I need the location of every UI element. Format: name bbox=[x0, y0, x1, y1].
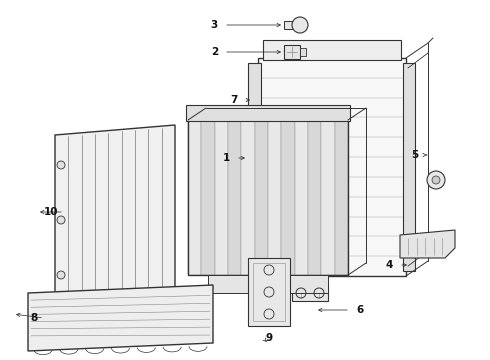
Text: 5: 5 bbox=[411, 150, 418, 160]
Bar bbox=[308, 120, 321, 275]
Bar bbox=[403, 63, 415, 271]
Bar bbox=[188, 120, 348, 275]
Bar bbox=[294, 120, 308, 275]
Bar bbox=[284, 45, 300, 59]
Bar bbox=[208, 275, 328, 293]
Bar bbox=[284, 21, 302, 29]
Text: 7: 7 bbox=[231, 95, 238, 105]
Bar bbox=[255, 120, 268, 275]
Circle shape bbox=[57, 216, 65, 224]
Polygon shape bbox=[55, 125, 175, 310]
Bar bbox=[188, 120, 201, 275]
Bar bbox=[281, 120, 294, 275]
Bar bbox=[201, 120, 215, 275]
Polygon shape bbox=[28, 285, 213, 351]
Bar bbox=[300, 48, 306, 56]
Bar bbox=[263, 40, 401, 60]
Text: 3: 3 bbox=[211, 20, 218, 30]
Bar bbox=[335, 120, 348, 275]
Text: 10: 10 bbox=[44, 207, 58, 217]
Bar bbox=[258, 58, 406, 276]
Bar bbox=[248, 258, 290, 326]
Bar bbox=[242, 120, 255, 275]
Bar bbox=[321, 120, 335, 275]
Text: 6: 6 bbox=[356, 305, 363, 315]
Circle shape bbox=[57, 271, 65, 279]
Bar bbox=[228, 120, 242, 275]
Polygon shape bbox=[400, 230, 455, 258]
Circle shape bbox=[432, 176, 440, 184]
Text: 9: 9 bbox=[266, 333, 272, 343]
Bar bbox=[186, 105, 350, 121]
Bar bbox=[248, 63, 261, 271]
Bar bbox=[215, 120, 228, 275]
Circle shape bbox=[57, 161, 65, 169]
Circle shape bbox=[292, 17, 308, 33]
Text: 2: 2 bbox=[211, 47, 218, 57]
Text: 1: 1 bbox=[223, 153, 230, 163]
Bar bbox=[253, 263, 285, 321]
Text: 8: 8 bbox=[31, 313, 38, 323]
Circle shape bbox=[427, 171, 445, 189]
Bar bbox=[268, 120, 281, 275]
Text: 4: 4 bbox=[386, 260, 393, 270]
Bar bbox=[292, 285, 328, 301]
